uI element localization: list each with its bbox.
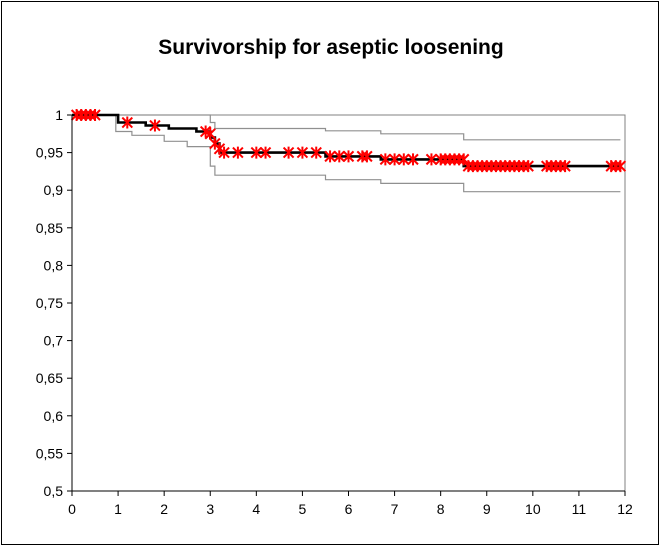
x-tick-label: 11 (572, 501, 587, 517)
y-tick-label: 0,8 (44, 257, 64, 273)
censored-marker (614, 160, 627, 173)
censored-marker (425, 153, 438, 166)
y-tick-label: 0,9 (44, 182, 64, 198)
censored-marker (89, 109, 101, 121)
censored-marker (149, 119, 161, 132)
x-tick-label: 4 (252, 501, 260, 517)
censored-marker (342, 150, 355, 163)
y-tick-label: 0,55 (36, 445, 63, 461)
censored-marker (559, 160, 571, 173)
censored-marker (324, 150, 336, 163)
x-tick-label: 5 (299, 501, 307, 517)
x-tick-label: 10 (525, 501, 541, 517)
x-tick-label: 3 (206, 501, 214, 517)
x-tick-label: 7 (391, 501, 399, 517)
censored-marker (361, 150, 373, 163)
censored-marker (121, 116, 134, 129)
censored-marker (407, 153, 419, 166)
censored-marker (379, 153, 392, 166)
censored-marker (398, 153, 410, 166)
y-tick-label: 0,85 (36, 220, 63, 236)
y-tick-label: 0,7 (44, 333, 64, 349)
censored-marker (388, 153, 401, 166)
censored-marker (310, 146, 322, 159)
censored-marker (250, 146, 263, 159)
censored-marker (204, 127, 216, 140)
y-tick-label: 0,95 (36, 145, 63, 161)
x-tick-label: 6 (345, 501, 353, 517)
x-tick-label: 8 (437, 501, 445, 517)
censored-marker (458, 153, 470, 166)
censored-marker (296, 146, 309, 159)
censored-marker (522, 160, 534, 173)
x-tick-label: 1 (114, 501, 122, 517)
upper-ci-line (72, 114, 621, 141)
estimate-line (72, 113, 621, 168)
censored-marker (259, 146, 272, 159)
y-tick-label: 0,6 (44, 408, 64, 424)
y-tick-label: 0,65 (36, 370, 63, 386)
censored-marker (333, 150, 345, 163)
censored-marker (282, 146, 295, 159)
x-tick-label: 12 (617, 501, 633, 517)
y-tick-label: 0,5 (44, 483, 64, 499)
chart-title: Survivorship for aseptic loosening (158, 36, 504, 59)
lower-ci-line (72, 114, 621, 193)
censored-marker (218, 146, 230, 159)
censored-marker (232, 146, 244, 159)
x-tick-label: 0 (68, 501, 76, 517)
y-tick-label: 1 (55, 107, 63, 123)
x-tick-label: 9 (483, 501, 491, 517)
x-tick-label: 2 (160, 501, 168, 517)
y-tick-label: 0,75 (36, 295, 63, 311)
